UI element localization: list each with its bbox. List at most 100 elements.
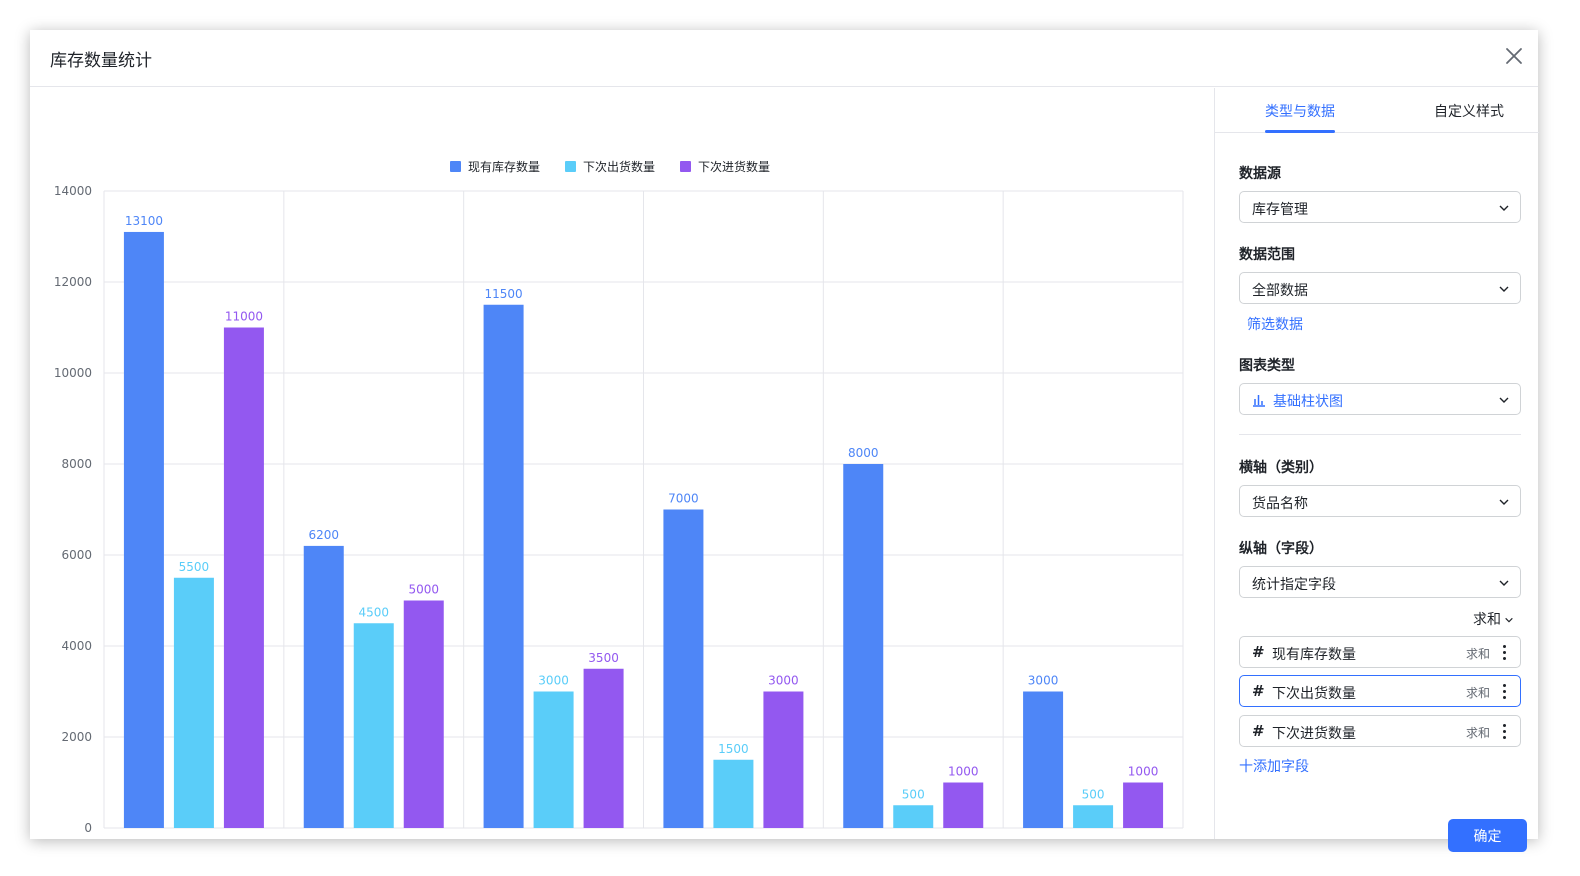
data-range-select[interactable]: 全部数据 (1239, 272, 1521, 304)
legend-swatch (450, 161, 461, 172)
bar (943, 782, 984, 828)
data-label: 6200 (308, 528, 339, 542)
bar (843, 464, 884, 828)
more-vertical-icon[interactable] (1497, 682, 1511, 700)
legend-swatch (680, 161, 691, 172)
bar (663, 509, 704, 828)
data-label: 7000 (668, 492, 699, 506)
data-label: 1000 (1128, 765, 1159, 779)
field-row-next-shipment[interactable]: # 下次出货数量 求和 (1239, 675, 1521, 707)
x-axis-label: 横轴（类别） (1239, 460, 1323, 476)
y-tick-label: 0 (84, 821, 92, 835)
x-tick-label: 新年礼包 (889, 838, 937, 839)
chart-type-select[interactable]: 基础柱状图 (1239, 383, 1521, 415)
field-name: 现有库存数量 (1272, 647, 1356, 663)
x-tick-label: 咖啡机 (536, 838, 572, 839)
chart-type-value: 基础柱状图 (1273, 394, 1343, 410)
x-tick-label: 咖啡豆 (176, 838, 212, 839)
data-label: 4500 (358, 605, 389, 619)
bar (353, 623, 394, 828)
data-source-select[interactable]: 库存管理 (1239, 191, 1521, 223)
y-tick-label: 10000 (54, 366, 92, 380)
bar (893, 805, 934, 828)
dialog-title: 库存数量统计 (50, 51, 152, 71)
y-axis-label: 纵轴（字段） (1239, 541, 1323, 557)
bar (713, 759, 754, 828)
data-label: 3500 (588, 651, 619, 665)
aggregate-select[interactable]: 求和 (1473, 609, 1514, 629)
bar (303, 545, 344, 828)
more-vertical-icon[interactable] (1497, 643, 1511, 661)
field-name: 下次出货数量 (1272, 686, 1356, 702)
close-icon[interactable] (1502, 44, 1526, 68)
number-field-icon: # (1252, 722, 1265, 740)
field-aggregate[interactable]: 求和 (1465, 647, 1490, 661)
data-label: 500 (902, 787, 925, 801)
bar (583, 668, 624, 828)
chevron-down-icon (1499, 397, 1509, 403)
confirm-button[interactable]: 确定 (1448, 819, 1527, 852)
active-tab-indicator (1265, 130, 1335, 133)
data-label: 13100 (125, 214, 163, 228)
chart-area: 0 2000 4000 6000 8000 10000 12000 14000 13100 550… (30, 88, 1214, 839)
chevron-down-icon (1505, 617, 1513, 623)
data-label: 1000 (948, 765, 979, 779)
dialog-header: 库存数量统计 (30, 30, 1538, 87)
field-row-next-restock[interactable]: # 下次进货数量 求和 (1239, 715, 1521, 747)
chevron-down-icon (1499, 580, 1509, 586)
bar (763, 691, 804, 828)
chart-config-dialog: 库存数量统计 0 2000 4000 6000 8000 10000 12000 14000 1… (30, 30, 1539, 852)
data-label: 5500 (179, 560, 210, 574)
add-field-link[interactable]: 十添加字段 (1239, 759, 1309, 775)
tab-type-and-data[interactable]: 类型与数据 (1265, 104, 1335, 120)
data-label: 3000 (1028, 674, 1059, 688)
y-axis-select[interactable]: 统计指定字段 (1239, 566, 1521, 598)
bar (223, 327, 264, 828)
field-aggregate[interactable]: 求和 (1465, 726, 1490, 740)
tab-custom-style[interactable]: 自定义样式 (1434, 104, 1504, 120)
legend-label: 现有库存数量 (468, 159, 540, 174)
field-aggregate[interactable]: 求和 (1465, 686, 1490, 700)
data-range-label: 数据范围 (1239, 247, 1295, 263)
aggregate-value: 求和 (1473, 612, 1501, 628)
panel-tabs: 类型与数据 自定义样式 (1215, 88, 1539, 133)
number-field-icon: # (1252, 643, 1265, 661)
x-tick-label: 新年咖啡杯 (703, 838, 763, 839)
bar (483, 304, 524, 828)
x-tick-label: 实体礼卡 (1069, 838, 1117, 839)
legend-label: 下次进货数量 (698, 159, 770, 174)
y-axis-value: 统计指定字段 (1252, 577, 1336, 593)
y-tick-label: 12000 (54, 275, 92, 289)
chevron-down-icon (1499, 499, 1509, 505)
data-label: 500 (1082, 787, 1105, 801)
more-vertical-icon[interactable] (1497, 722, 1511, 740)
x-tick-label: 鲜牛奶 (356, 838, 392, 839)
bar (1073, 805, 1114, 828)
data-source-value: 库存管理 (1252, 202, 1308, 218)
y-tick-label: 14000 (54, 184, 92, 198)
filter-data-link[interactable]: 筛选数据 (1247, 317, 1303, 333)
field-row-current-stock[interactable]: # 现有库存数量 求和 (1239, 636, 1521, 668)
data-range-value: 全部数据 (1252, 283, 1308, 299)
y-tick-label: 4000 (61, 639, 92, 653)
settings-panel: 类型与数据 自定义样式 数据源 库存管理 数据范围 全部数据 筛选数据 图表类型… (1214, 88, 1539, 852)
legend-swatch (565, 161, 576, 172)
bar (1123, 782, 1164, 828)
bar (123, 231, 164, 828)
field-name: 下次进货数量 (1272, 726, 1356, 742)
y-tick-label: 2000 (61, 730, 92, 744)
x-axis-select[interactable]: 货品名称 (1239, 485, 1521, 517)
data-label: 11000 (225, 310, 263, 324)
chart-type-label: 图表类型 (1239, 358, 1295, 374)
chevron-down-icon (1499, 205, 1509, 211)
bar (533, 691, 574, 828)
data-label: 3000 (768, 674, 799, 688)
section-divider (1239, 434, 1521, 435)
chevron-down-icon (1499, 286, 1509, 292)
data-source-label: 数据源 (1239, 166, 1281, 182)
bar (1023, 691, 1064, 828)
bar (173, 577, 214, 828)
bar (403, 600, 444, 828)
data-label: 11500 (484, 287, 522, 301)
legend-label: 下次出货数量 (583, 159, 655, 174)
